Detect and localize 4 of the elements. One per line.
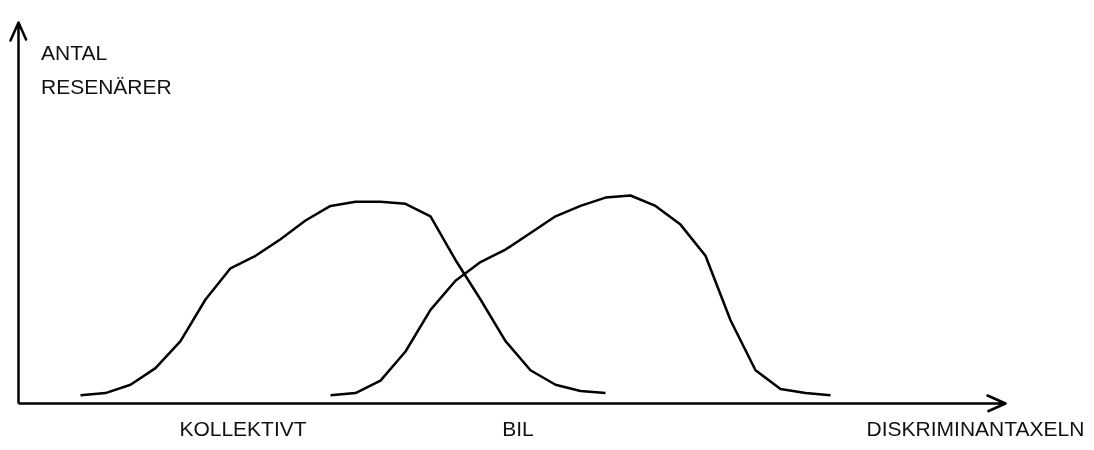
y-axis-title: ANTAL RESENÄRER: [41, 40, 172, 98]
x-axis-title: DISKRIMINANTAXELN: [866, 416, 1085, 440]
text: KOLLEKTIVT: [179, 416, 307, 440]
text: BIL: [502, 416, 534, 440]
